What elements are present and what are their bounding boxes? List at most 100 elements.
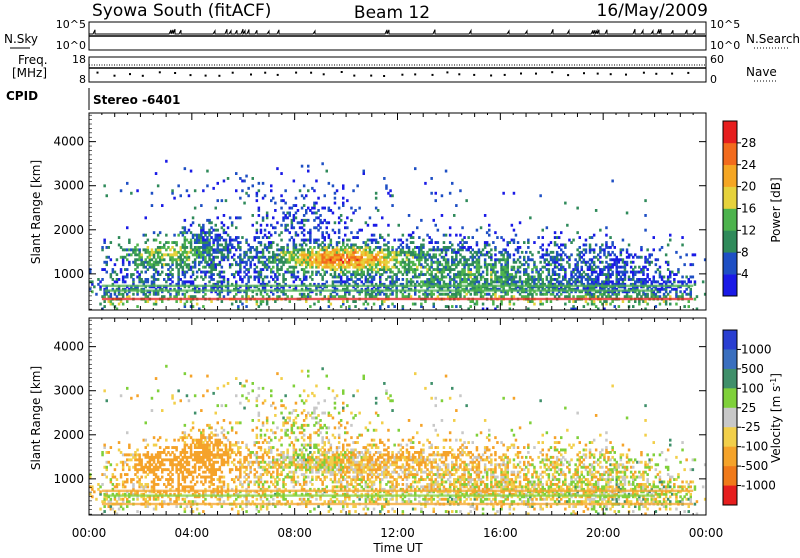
velocity-cell	[120, 473, 123, 476]
power-cell	[437, 229, 440, 232]
power-cell	[229, 266, 232, 269]
power-cell	[229, 251, 232, 254]
power-cell	[653, 236, 656, 239]
power-cell	[132, 278, 135, 281]
power-cell	[622, 300, 625, 303]
power-cell	[330, 239, 333, 242]
power-cell	[338, 236, 341, 239]
power-colorbar-tick-label: 8	[741, 245, 749, 259]
power-cell	[134, 251, 137, 254]
power-cell	[317, 209, 320, 212]
power-cell	[601, 261, 604, 264]
power-cell	[453, 214, 456, 217]
power-cell	[416, 280, 419, 283]
power-cell	[217, 229, 220, 232]
power-cell	[169, 293, 172, 296]
power-cell	[626, 261, 629, 264]
velocity-cell	[101, 451, 104, 454]
freq-dip	[232, 72, 234, 74]
power-cell	[151, 248, 154, 251]
nave-label: Nave	[746, 65, 777, 79]
power-cell	[260, 273, 263, 276]
power-cell	[313, 219, 316, 222]
power-colorbar-block	[723, 274, 737, 296]
power-cell	[433, 219, 436, 222]
power-cell	[562, 258, 565, 261]
velocity-cell	[212, 478, 215, 481]
velocity-cell	[202, 394, 205, 397]
power-cell	[264, 256, 267, 259]
freq-unit-label: [MHz]	[12, 66, 47, 80]
power-cell	[583, 271, 586, 274]
power-cell	[361, 229, 364, 232]
power-cell	[669, 234, 672, 237]
power-cell	[313, 189, 316, 192]
power-cell	[145, 271, 148, 274]
power-cell	[646, 248, 649, 251]
power-cell	[642, 271, 645, 274]
power-cell	[241, 258, 244, 261]
power-cell	[190, 239, 193, 242]
power-cell	[188, 258, 191, 261]
power-cell	[406, 244, 409, 247]
power-cell	[381, 216, 384, 219]
power-cell	[562, 251, 565, 254]
power-cell	[622, 248, 625, 251]
power-cell	[221, 236, 224, 239]
power-cell	[235, 226, 238, 229]
velocity-cell	[120, 394, 123, 397]
power-cell	[344, 221, 347, 224]
power-cell	[278, 295, 281, 298]
velocity-cell	[114, 476, 117, 479]
power-cell	[262, 219, 265, 222]
velocity-cell	[118, 508, 121, 511]
power-cell	[356, 231, 359, 234]
power-cell	[681, 293, 684, 296]
freq-dip	[323, 73, 325, 75]
power-cell	[338, 207, 341, 210]
power-cell	[186, 300, 189, 303]
velocity-cell	[97, 488, 100, 491]
power-cell	[106, 261, 109, 264]
freq-dip	[341, 71, 343, 73]
power-cell	[177, 271, 180, 274]
power-cell	[266, 303, 269, 306]
power-cell	[665, 300, 668, 303]
power-cell	[340, 258, 343, 261]
power-cell	[303, 184, 306, 187]
power-cell	[110, 273, 113, 276]
power-cell	[525, 271, 528, 274]
power-cell	[206, 170, 209, 173]
power-cell	[546, 293, 549, 296]
velocity-cell	[177, 389, 180, 392]
power-cell	[289, 261, 292, 264]
power-cell	[295, 197, 298, 200]
power-cell	[426, 271, 429, 274]
power-cell	[286, 229, 289, 232]
power-cell	[558, 273, 561, 276]
velocity-cell	[149, 498, 152, 501]
power-cell	[673, 278, 676, 281]
velocity-cell	[128, 500, 131, 503]
power-cell	[103, 300, 106, 303]
power-cell	[576, 261, 579, 264]
power-cell	[239, 241, 242, 244]
power-cell	[455, 266, 458, 269]
power-cell	[554, 231, 557, 234]
power-cell	[272, 241, 275, 244]
power-ytick-label: 3000	[53, 179, 84, 193]
velocity-cell	[155, 508, 158, 511]
power-cell	[293, 239, 296, 242]
power-cell	[478, 248, 481, 251]
power-cell	[171, 273, 174, 276]
power-cell	[350, 219, 353, 222]
velocity-cell	[210, 476, 213, 479]
power-cell	[313, 246, 316, 249]
velocity-cell	[198, 473, 201, 476]
power-cell	[192, 273, 195, 276]
freq-dip	[401, 74, 403, 76]
power-cell	[239, 276, 242, 279]
power-cell	[254, 239, 257, 242]
power-colorbar-label: Power [dB]	[769, 177, 783, 242]
power-cell	[264, 244, 267, 247]
